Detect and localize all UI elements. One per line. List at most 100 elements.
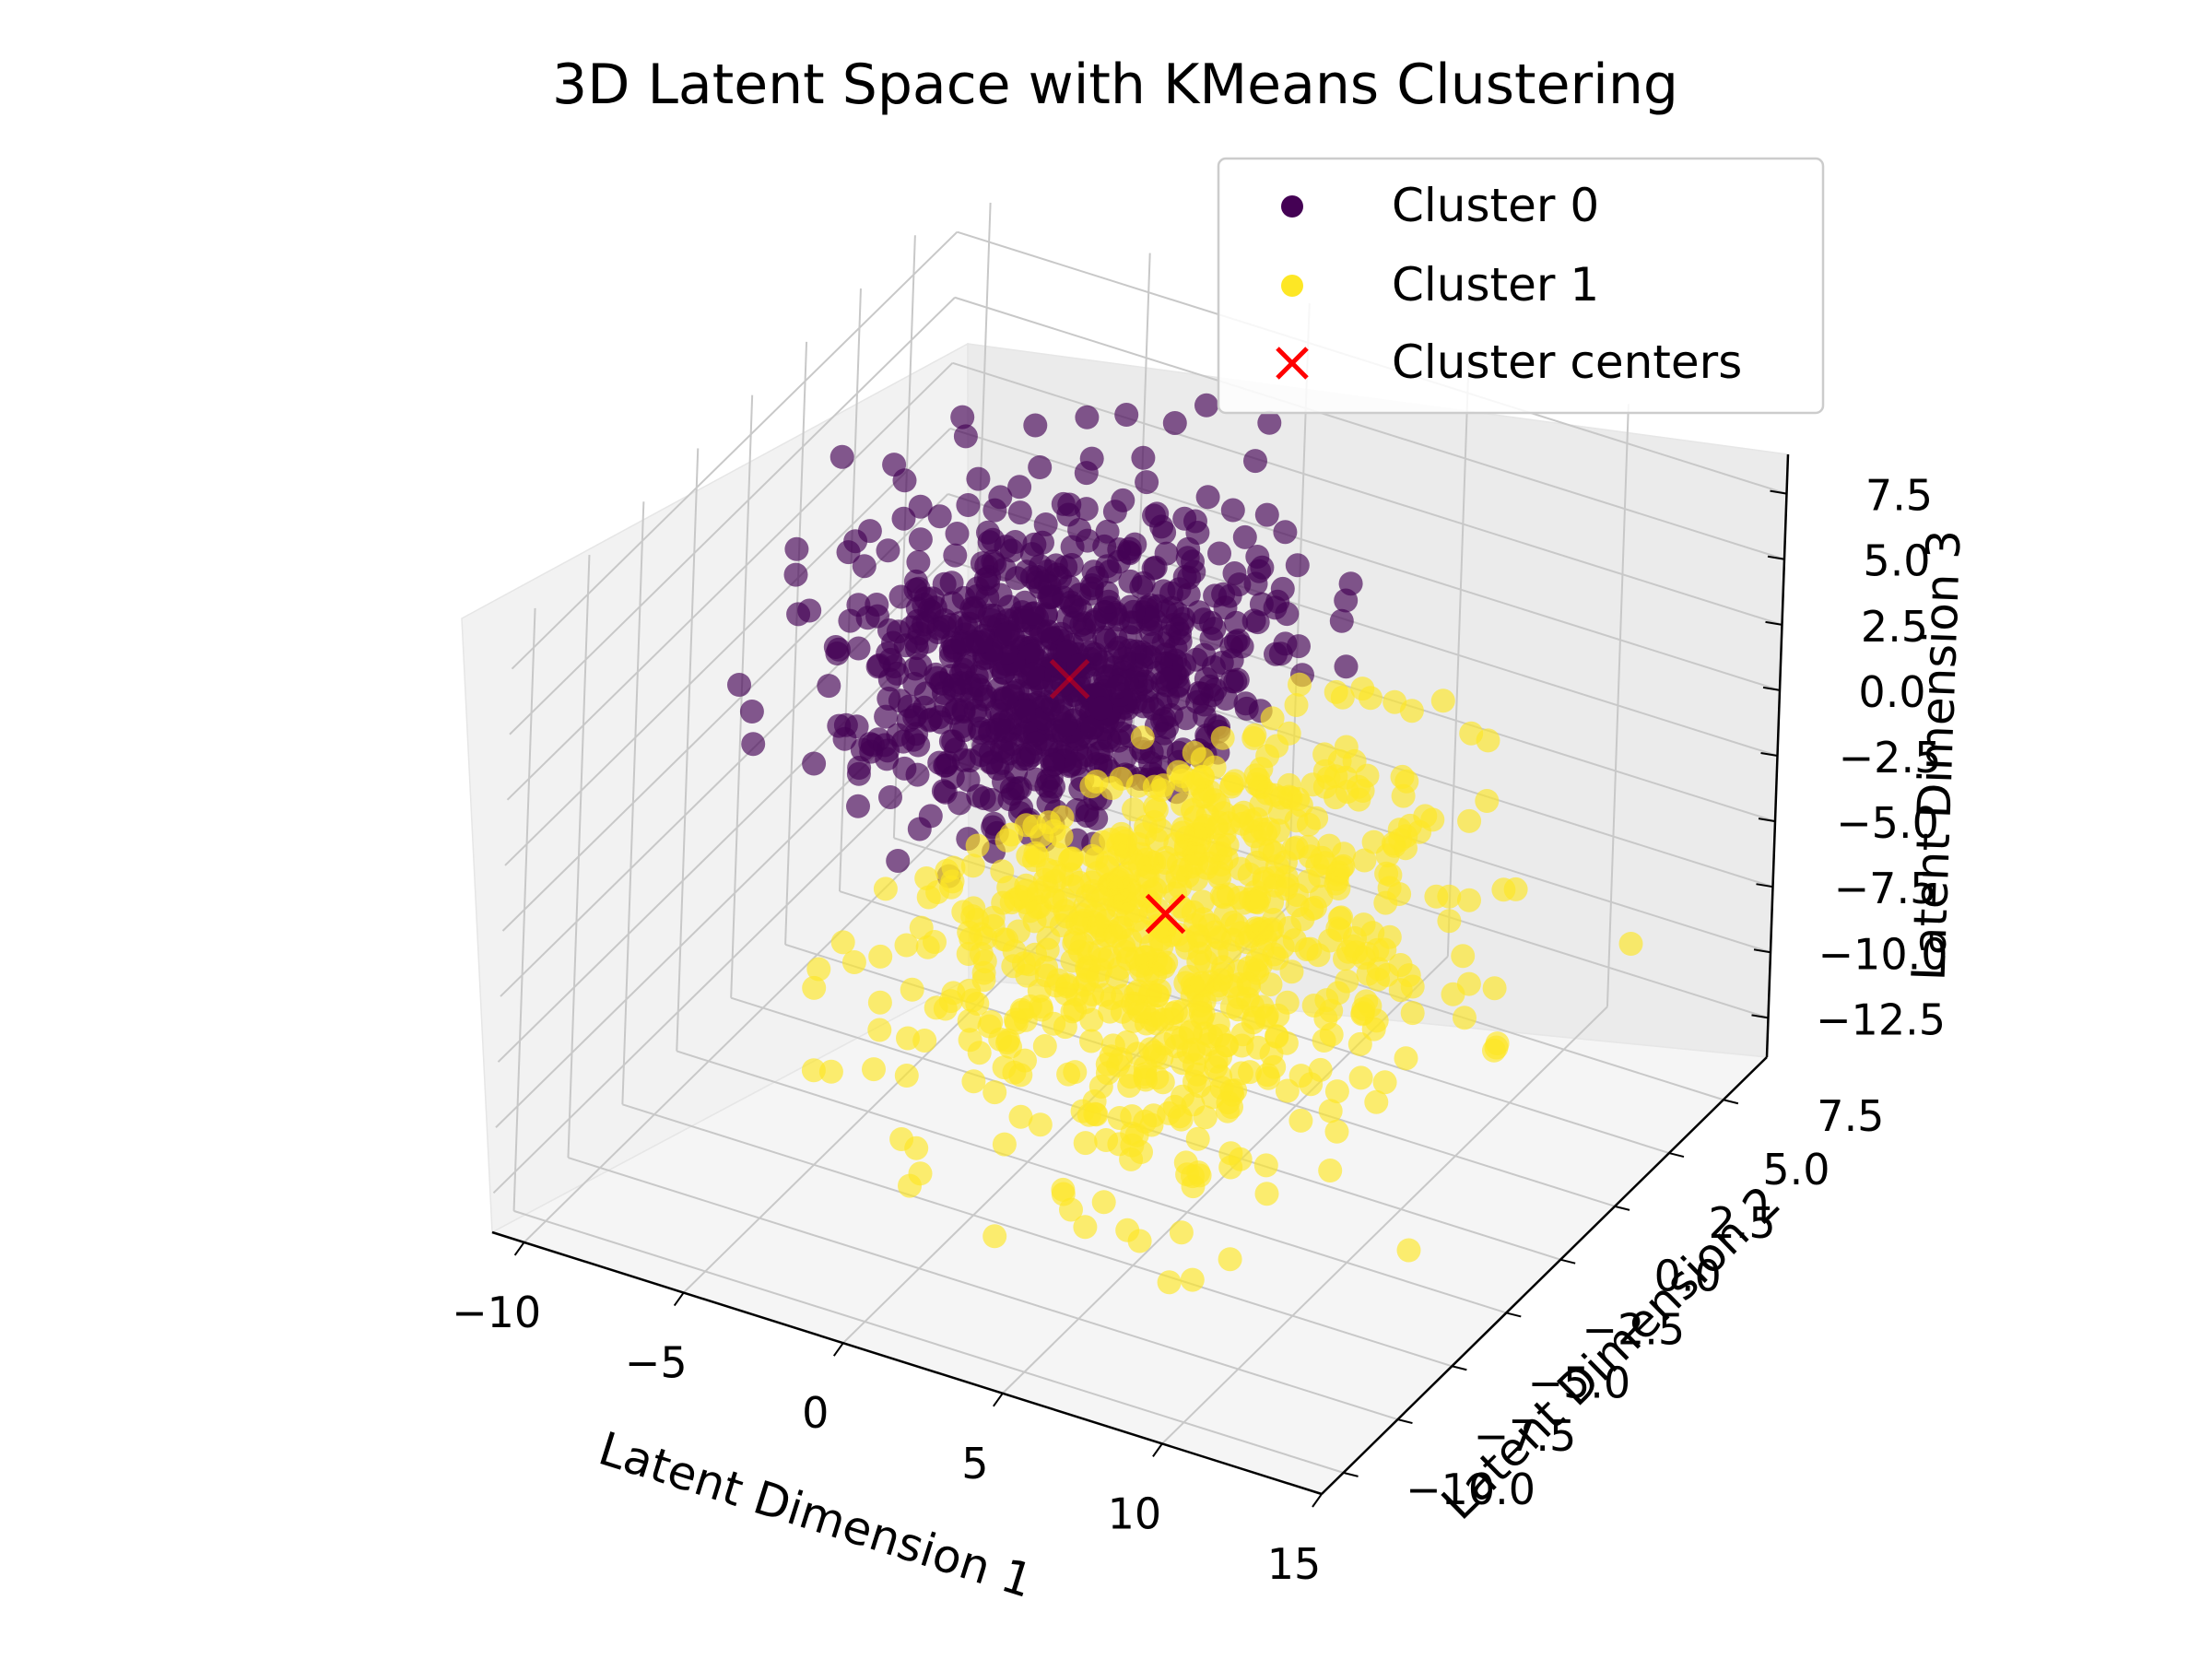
scatter-point-cluster-1 bbox=[1459, 721, 1484, 746]
scatter-point-cluster-0 bbox=[1020, 662, 1045, 687]
scatter-point-cluster-0 bbox=[1075, 405, 1100, 429]
scatter-point-cluster-0 bbox=[1166, 686, 1191, 711]
scatter-point-cluster-1 bbox=[1491, 877, 1516, 902]
y-tick-label: −7.5 bbox=[1474, 1411, 1577, 1461]
scatter-point-cluster-1 bbox=[1169, 1220, 1194, 1245]
scatter-point-cluster-0 bbox=[1245, 545, 1270, 569]
scatter-point-cluster-1 bbox=[1451, 944, 1476, 969]
scatter-point-cluster-0 bbox=[1064, 751, 1088, 776]
scatter-point-cluster-0 bbox=[1020, 642, 1045, 667]
scatter-point-cluster-0 bbox=[985, 717, 1010, 742]
z-tick-label: 2.5 bbox=[1861, 602, 1928, 652]
scatter-point-cluster-0 bbox=[981, 527, 1006, 552]
scatter-point-cluster-0 bbox=[1089, 739, 1114, 764]
scatter-point-cluster-0 bbox=[1172, 506, 1197, 531]
z-tick-mark bbox=[1751, 1014, 1769, 1019]
scatter-point-cluster-0 bbox=[1145, 501, 1170, 526]
scatter-point-cluster-1 bbox=[960, 853, 985, 878]
scatter-point-cluster-1 bbox=[1400, 974, 1425, 999]
scatter-point-cluster-0 bbox=[874, 704, 899, 729]
scatter-point-cluster-0 bbox=[830, 444, 854, 469]
scatter-point-cluster-0 bbox=[892, 468, 917, 493]
scatter-point-cluster-0 bbox=[865, 593, 889, 617]
scatter-point-cluster-1 bbox=[1218, 939, 1242, 964]
scatter-point-cluster-1 bbox=[1027, 978, 1052, 1003]
x-axis-line bbox=[491, 1230, 1323, 1496]
scatter-point-cluster-1 bbox=[1182, 740, 1206, 765]
scatter-point-cluster-0 bbox=[784, 536, 809, 561]
scatter-point-cluster-0 bbox=[1023, 413, 1048, 438]
scatter-point-cluster-1 bbox=[1299, 1072, 1324, 1097]
scatter-point-cluster-0 bbox=[1133, 669, 1158, 694]
z-axis-label: Latent Dimension 3 bbox=[1901, 529, 1971, 982]
scatter-point-cluster-0 bbox=[1088, 696, 1113, 721]
z-tick-label: −10.0 bbox=[1818, 929, 1948, 979]
scatter-point-cluster-0 bbox=[993, 557, 1017, 582]
scatter-point-cluster-1 bbox=[1164, 1034, 1189, 1059]
legend-label-centers: Cluster centers bbox=[1392, 335, 1742, 389]
grid-line-x-floor-4 bbox=[1161, 1006, 1608, 1445]
scatter-point-cluster-1 bbox=[1202, 788, 1227, 813]
scatter-point-cluster-1 bbox=[1032, 1034, 1057, 1058]
scatter-point-cluster-1 bbox=[1219, 994, 1244, 1019]
scatter-point-cluster-1 bbox=[938, 989, 963, 1014]
grid-line-z-back-7 bbox=[954, 296, 1785, 560]
scatter-point-cluster-1 bbox=[1180, 1267, 1205, 1292]
scatter-point-cluster-0 bbox=[1195, 485, 1220, 510]
scatter-point-cluster-0 bbox=[969, 629, 993, 654]
scatter-point-cluster-1 bbox=[1095, 854, 1120, 879]
y-tick-mark bbox=[1559, 1258, 1576, 1265]
scatter-point-cluster-1 bbox=[941, 855, 966, 880]
scatter-point-cluster-0 bbox=[966, 466, 991, 491]
scatter-point-cluster-0 bbox=[892, 756, 917, 781]
scatter-point-cluster-1 bbox=[1324, 679, 1348, 704]
scatter-point-cluster-1 bbox=[1127, 853, 1152, 877]
scatter-point-cluster-0 bbox=[1042, 752, 1066, 777]
legend: Cluster 0 Cluster 1 Cluster centers bbox=[1217, 157, 1825, 415]
scatter-point-cluster-0 bbox=[1076, 528, 1100, 553]
scatter-point-cluster-1 bbox=[1168, 875, 1193, 900]
scatter-point-cluster-0 bbox=[1109, 721, 1134, 746]
scatter-point-cluster-0 bbox=[727, 673, 751, 697]
cluster-center-1 bbox=[1145, 893, 1186, 935]
scatter-point-cluster-1 bbox=[992, 1132, 1017, 1157]
scatter-point-cluster-0 bbox=[1173, 706, 1198, 731]
scatter-point-cluster-0 bbox=[1111, 488, 1135, 512]
scatter-point-cluster-1 bbox=[1135, 962, 1160, 987]
scatter-point-cluster-1 bbox=[1457, 808, 1482, 833]
x-tick-label: 5 bbox=[961, 1439, 988, 1488]
x-tick-mark bbox=[513, 1241, 525, 1256]
scatter-point-cluster-1 bbox=[841, 950, 866, 974]
scatter-point-cluster-1 bbox=[1277, 784, 1301, 809]
scatter-point-cluster-0 bbox=[846, 636, 871, 661]
scatter-point-cluster-1 bbox=[1073, 1131, 1098, 1156]
y-tick-mark bbox=[1397, 1418, 1413, 1425]
scatter-point-cluster-1 bbox=[889, 1127, 914, 1151]
scatter-point-cluster-0 bbox=[1182, 559, 1206, 584]
z-tick-label: 0.0 bbox=[1858, 667, 1925, 717]
scatter-point-cluster-1 bbox=[1618, 932, 1643, 956]
scatter-point-cluster-0 bbox=[1202, 617, 1227, 641]
scatter-point-cluster-0 bbox=[1098, 559, 1123, 584]
scatter-point-cluster-0 bbox=[990, 750, 1015, 775]
scatter-point-cluster-0 bbox=[949, 629, 974, 654]
legend-frame bbox=[1217, 157, 1825, 415]
x-tick-label: −10 bbox=[452, 1288, 541, 1337]
scatter-point-cluster-1 bbox=[1348, 1065, 1373, 1090]
z-tick-mark bbox=[1760, 752, 1778, 757]
scatter-point-cluster-1 bbox=[1485, 1031, 1510, 1056]
scatter-point-cluster-1 bbox=[1355, 941, 1380, 966]
scatter-point-cluster-0 bbox=[953, 424, 978, 449]
scatter-point-cluster-1 bbox=[867, 990, 892, 1015]
scatter-point-cluster-0 bbox=[1007, 475, 1032, 500]
z-tick-mark bbox=[1765, 620, 1783, 626]
scatter-point-cluster-0 bbox=[1151, 579, 1176, 604]
scatter-point-cluster-0 bbox=[965, 583, 990, 608]
scatter-point-cluster-1 bbox=[1218, 1141, 1243, 1166]
scatter-point-cluster-0 bbox=[783, 562, 808, 587]
scatter-point-cluster-1 bbox=[1265, 946, 1289, 971]
scatter-point-cluster-0 bbox=[1227, 572, 1252, 597]
scatter-point-cluster-0 bbox=[1041, 692, 1065, 717]
x-tick-mark bbox=[673, 1291, 685, 1307]
scatter-point-cluster-1 bbox=[909, 915, 934, 940]
